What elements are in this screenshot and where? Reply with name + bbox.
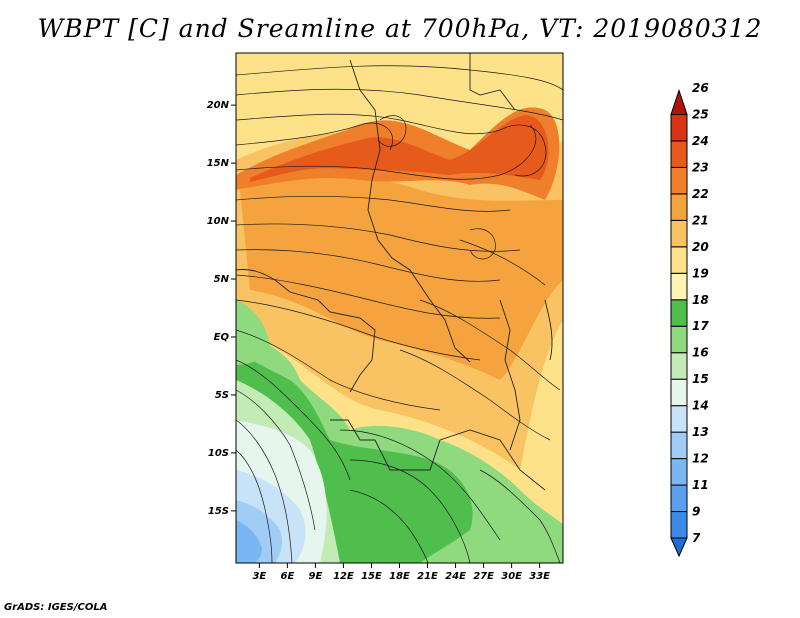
lon-tick-label: 18E [389, 571, 410, 582]
lat-tick-label: 5N [214, 274, 230, 285]
lon-tick-label: 15E [361, 571, 382, 582]
colorbar-label: 13 [692, 425, 709, 439]
longitude-axis: 3E 6E 9E 12E 15E 18E 21E 24E 27E 30E 33E [252, 563, 550, 582]
colorbar-label: 16 [692, 346, 709, 360]
lon-tick-label: 9E [309, 571, 323, 582]
colorbar-segment [670, 352, 688, 380]
lat-tick-label: 10N [207, 216, 230, 227]
lat-tick-label: 5S [215, 390, 229, 401]
lat-tick-label: 15S [208, 506, 229, 517]
colorbar-label: 25 [692, 107, 709, 121]
lat-tick-label: 15N [207, 158, 230, 169]
colorbar-segment [670, 272, 688, 301]
lon-tick-label: 33E [529, 571, 550, 582]
lat-tick-label: 10S [208, 448, 229, 459]
colorbar-segment [670, 405, 688, 433]
lat-tick-label: 20N [207, 100, 230, 111]
lat-tick-label: EQ [214, 332, 230, 343]
colorbar-segment [670, 166, 688, 195]
colorbar-segment [670, 511, 688, 539]
lon-tick-label: 30E [501, 571, 522, 582]
colorbar-segment [670, 484, 688, 513]
country-borders [236, 53, 553, 491]
colorbar-segment [670, 299, 688, 327]
colorbar-segment [670, 140, 688, 168]
colorbar-segment [670, 113, 688, 142]
colorbar-label: 17 [692, 319, 709, 333]
colorbar-label: 11 [692, 478, 709, 492]
colorbar-label: 26 [692, 81, 709, 95]
streamlines [236, 65, 563, 563]
grads-credit: GrADS: IGES/COLA [4, 602, 108, 613]
colorbar: 7 9 11 12 13 14 15 16 17 18 19 20 21 22 23 24 25 26 [670, 81, 709, 558]
colorbar-high-arrow [670, 88, 688, 115]
lon-tick-label: 6E [280, 571, 294, 582]
wbpt-field [236, 53, 563, 563]
colorbar-label: 21 [692, 213, 709, 227]
colorbar-segment [670, 378, 688, 407]
lon-tick-label: 27E [473, 571, 494, 582]
colorbar-label: 22 [692, 187, 709, 201]
latitude-axis: 20N 15N 10N 5N EQ 5S 10S 15S [207, 100, 236, 517]
colorbar-label: 18 [692, 293, 709, 307]
colorbar-segment [670, 246, 688, 274]
colorbar-label: 14 [692, 399, 709, 413]
colorbar-segment [670, 431, 688, 460]
colorbar-label: 19 [692, 266, 709, 280]
lon-tick-label: 3E [252, 571, 266, 582]
chart-title: WBPT [C] and Sreamline at 700hPa, VT: 20… [37, 14, 763, 43]
colorbar-low-arrow [670, 537, 688, 558]
lon-tick-label: 21E [417, 571, 438, 582]
colorbar-label: 7 [692, 531, 701, 545]
lon-tick-label: 24E [445, 571, 466, 582]
colorbar-segment [670, 458, 688, 486]
colorbar-segment [670, 325, 688, 354]
colorbar-label: 20 [692, 240, 709, 254]
colorbar-label: 12 [692, 452, 709, 466]
lon-tick-label: 12E [333, 571, 354, 582]
colorbar-label: 23 [692, 160, 709, 174]
colorbar-segment [670, 219, 688, 248]
colorbar-segment [670, 193, 688, 221]
colorbar-label: 9 [692, 505, 700, 519]
colorbar-label: 24 [692, 134, 709, 148]
colorbar-label: 15 [692, 372, 709, 386]
